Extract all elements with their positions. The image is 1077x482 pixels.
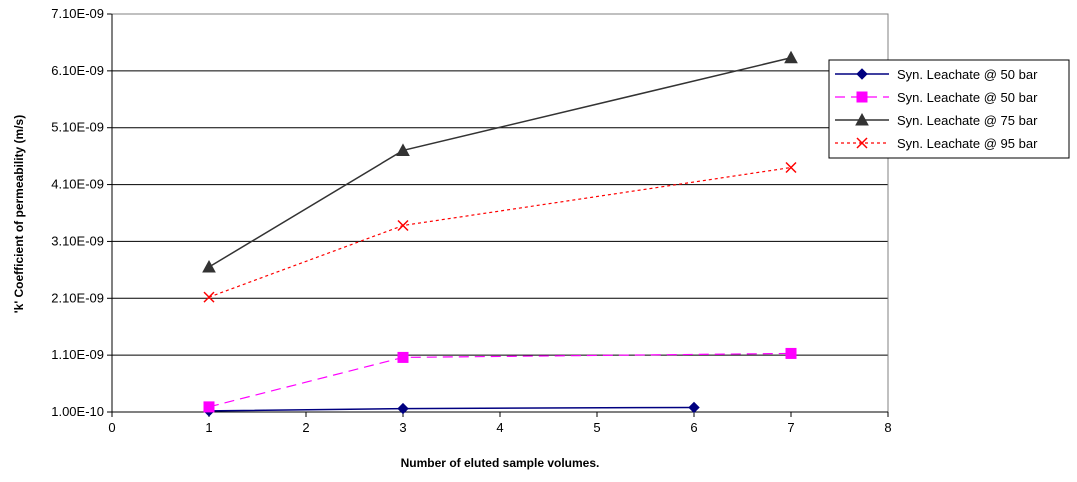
series-2-point — [397, 351, 409, 363]
series-4-point — [203, 291, 215, 303]
series-3-point — [784, 50, 798, 64]
x-axis-title: Number of eluted sample volumes. — [401, 456, 600, 470]
y-tick-label: 3.10E-09 — [51, 233, 104, 248]
x-tick-label: 7 — [787, 420, 794, 435]
x-tick-label: 0 — [108, 420, 115, 435]
legend-item: Syn. Leachate @ 75 bar — [835, 112, 1038, 128]
legend-item: Syn. Leachate @ 50 bar — [835, 90, 1038, 105]
y-tick-label: 2.10E-09 — [51, 290, 104, 305]
series-1 — [203, 401, 700, 417]
y-axis-title: 'k' Coefficient of permeability (m/s) — [12, 115, 26, 313]
legend: Syn. Leachate @ 50 bar Syn. Leachate @ 50… — [828, 59, 1070, 159]
series-3-point — [396, 143, 410, 156]
x-tick-label: 4 — [496, 420, 503, 435]
y-tick-label: 6.10E-09 — [51, 63, 104, 78]
series-3-line — [208, 57, 792, 268]
legend-item: Syn. Leachate @ 95 bar — [835, 136, 1038, 151]
series-1-point — [688, 401, 700, 414]
series-4-point — [785, 161, 797, 174]
series-4-point — [397, 219, 409, 232]
legend-label: Syn. Leachate @ 50 bar — [897, 90, 1038, 105]
x-tick-label: 5 — [593, 420, 600, 435]
series-1-line — [208, 406, 695, 412]
y-tick-label: 7.10E-09 — [51, 6, 104, 21]
series-layer — [202, 50, 798, 417]
legend-marker — [856, 68, 868, 80]
x-tick-label: 6 — [690, 420, 697, 435]
series-3-point — [202, 259, 216, 273]
legend-box — [828, 59, 1070, 159]
grid-layer — [112, 13, 888, 413]
series-4-line — [208, 166, 792, 298]
series-2 — [203, 347, 797, 413]
legend-item: Syn. Leachate @ 50 bar — [835, 67, 1038, 82]
y-tick-label: 5.10E-09 — [51, 120, 104, 135]
y-tick-label: 1.00E-10 — [51, 404, 104, 419]
series-2-point — [785, 347, 797, 359]
series-3 — [202, 50, 798, 273]
legend-marker — [856, 137, 868, 149]
series-2-line — [208, 352, 792, 408]
axes-layer: 1.00E-10 1.10E-09 2.10E-09 3.10E-09 4.10E-09… — [51, 6, 891, 435]
legend-marker — [855, 112, 869, 126]
legend-label: Syn. Leachate @ 75 bar — [897, 113, 1038, 128]
x-tick-label: 3 — [399, 420, 406, 435]
legend-label: Syn. Leachate @ 95 bar — [897, 136, 1038, 151]
series-1-point — [397, 402, 409, 415]
x-tick-label: 1 — [205, 420, 212, 435]
y-tick-label: 1.10E-09 — [51, 347, 104, 362]
y-tick-label: 4.10E-09 — [51, 177, 104, 192]
series-2-point — [203, 401, 215, 413]
legend-marker — [856, 91, 868, 103]
legend-label: Syn. Leachate @ 50 bar — [897, 67, 1038, 82]
plot-area-border — [111, 13, 889, 413]
x-tick-label: 8 — [884, 420, 891, 435]
x-tick-label: 2 — [302, 420, 309, 435]
series-4 — [203, 161, 797, 303]
